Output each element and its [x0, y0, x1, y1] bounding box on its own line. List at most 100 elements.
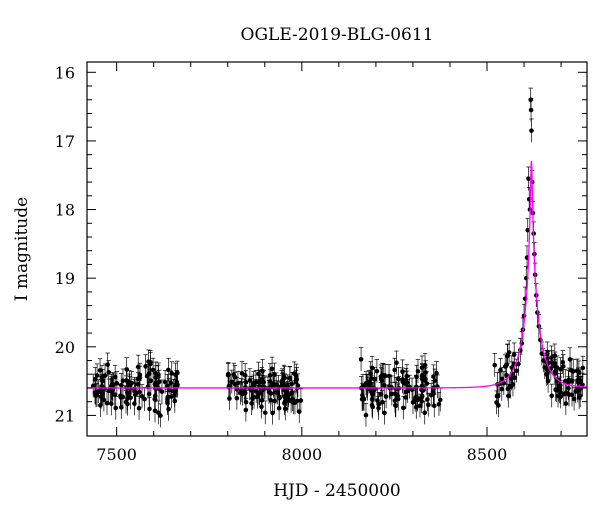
- data-point: [287, 376, 293, 381]
- data-point: [554, 387, 559, 393]
- data-point: [272, 398, 277, 404]
- data-point: [525, 227, 531, 233]
- data-point: [128, 395, 133, 400]
- data-point: [571, 396, 577, 402]
- data-point: [396, 376, 401, 382]
- data-point: [156, 386, 162, 392]
- data-point: [378, 391, 384, 397]
- data-point: [257, 379, 263, 385]
- data-point: [504, 372, 509, 378]
- data-point: [97, 368, 103, 373]
- data-point: [106, 369, 112, 375]
- data-point: [516, 361, 521, 367]
- data-point: [492, 362, 498, 368]
- data-point: [129, 380, 135, 386]
- data-point: [400, 405, 406, 411]
- data-point: [372, 376, 377, 382]
- data-point: [98, 403, 103, 408]
- data-point: [417, 403, 423, 409]
- data-point: [509, 376, 514, 381]
- data-point: [529, 128, 534, 133]
- data-point: [285, 390, 291, 396]
- data-point: [363, 412, 369, 418]
- data-point: [545, 378, 551, 384]
- data-point: [432, 378, 438, 383]
- data-point: [159, 389, 165, 394]
- data-point: [270, 410, 275, 416]
- data-point: [243, 385, 248, 390]
- data-point: [175, 382, 180, 388]
- data-point: [400, 369, 405, 374]
- data-point: [262, 410, 268, 415]
- data-point: [358, 357, 364, 362]
- x-tick-label: 7500: [96, 445, 137, 464]
- data-point: [234, 395, 240, 401]
- data-point: [580, 365, 586, 371]
- data-point: [147, 406, 152, 412]
- data-point: [125, 401, 130, 407]
- data-point: [499, 376, 505, 382]
- x-tick-label: 8000: [281, 445, 322, 464]
- data-point: [393, 403, 399, 409]
- data-point: [563, 401, 569, 406]
- data-point: [528, 107, 534, 113]
- data-point: [431, 403, 437, 409]
- data-point: [369, 365, 375, 371]
- axis-ticks: 7500 8000 8500 16 17 18 19 20 21: [55, 62, 587, 464]
- data-point: [266, 389, 272, 395]
- data-point: [243, 380, 249, 385]
- data-point: [420, 388, 425, 394]
- data-point: [165, 399, 170, 404]
- data-point: [557, 386, 563, 391]
- data-point: [494, 393, 500, 399]
- data-point: [120, 378, 126, 383]
- data-point: [293, 373, 299, 379]
- data-point: [570, 369, 576, 374]
- y-tick-label: 19: [55, 269, 75, 288]
- data-point: [369, 397, 375, 402]
- data-point: [271, 383, 276, 389]
- data-point: [292, 400, 298, 406]
- data-point: [166, 406, 171, 412]
- data-point: [282, 406, 288, 412]
- data-point: [153, 382, 159, 388]
- data-point: [560, 359, 566, 365]
- y-tick-label: 16: [55, 63, 75, 82]
- data-point: [422, 410, 428, 416]
- data-point: [576, 370, 582, 375]
- data-point: [573, 389, 578, 394]
- data-point: [238, 387, 244, 393]
- data-point: [413, 404, 419, 410]
- data-point: [166, 387, 172, 393]
- data-point: [434, 370, 439, 376]
- data-point: [560, 364, 566, 369]
- data-point: [162, 379, 168, 385]
- data-point: [90, 383, 96, 389]
- data-point: [276, 384, 281, 390]
- data-point: [112, 392, 118, 397]
- data-point: [514, 368, 519, 374]
- data-point: [158, 413, 163, 418]
- y-tick-label: 18: [55, 201, 75, 220]
- data-point: [374, 368, 380, 374]
- data-point: [361, 396, 367, 402]
- data-point: [298, 398, 304, 403]
- data-point: [109, 401, 114, 406]
- data-point: [125, 392, 131, 398]
- data-point: [166, 367, 171, 373]
- data-point: [148, 361, 153, 367]
- data-point: [392, 398, 398, 404]
- data-point: [259, 398, 265, 403]
- data-point: [296, 409, 302, 414]
- data-point: [150, 367, 156, 373]
- data-point: [99, 383, 105, 389]
- data-point: [425, 402, 431, 408]
- data-point: [137, 372, 143, 378]
- data-point: [379, 378, 385, 383]
- data-point: [549, 355, 554, 360]
- data-point: [135, 381, 141, 387]
- data-point: [249, 401, 254, 406]
- data-point: [94, 373, 100, 378]
- model-curve: [87, 160, 588, 389]
